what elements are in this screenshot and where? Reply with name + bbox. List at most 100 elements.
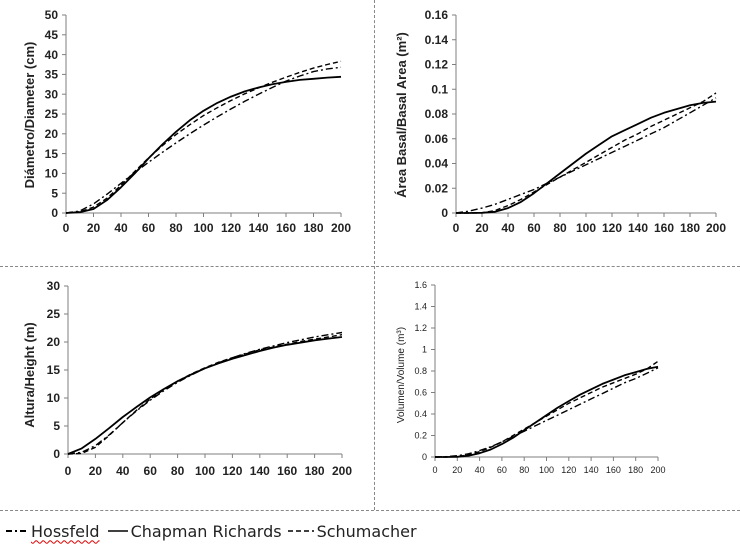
- series-line-hossfeld: [434, 367, 659, 458]
- legend-item-chapman-richards: Chapman Richards: [106, 522, 282, 541]
- series-line-schumacher: [435, 360, 659, 458]
- x-tick-label: 140: [628, 221, 648, 235]
- x-tick-label: 160: [606, 465, 621, 475]
- x-tick-label: 80: [519, 465, 529, 475]
- x-tick-label: 120: [221, 221, 241, 235]
- series-line-hossfeld: [67, 331, 343, 455]
- chart-legend: Hossfeld Chapman Richards Schumacher: [6, 520, 423, 542]
- series-line-hossfeld: [455, 97, 717, 214]
- y-tick-label: 5: [51, 186, 58, 200]
- y-tick-label: 1.6: [414, 280, 427, 290]
- x-tick-label: 200: [650, 465, 665, 475]
- x-tick-label: 140: [584, 465, 599, 475]
- legend-label-chapman-richards: Chapman Richards: [130, 521, 282, 541]
- y-tick-label: 0: [441, 206, 448, 220]
- x-tick-label: 200: [331, 221, 351, 235]
- series-line-hossfeld: [65, 66, 342, 214]
- y-tick-label: 5: [53, 419, 60, 433]
- x-tick-label: 160: [277, 464, 297, 478]
- legend-swatch-dash: [287, 530, 314, 532]
- y-tick-label: 0.6: [414, 388, 427, 398]
- series-line-chapman-richards: [67, 336, 343, 455]
- y-tick-label: 0.08: [425, 107, 449, 121]
- x-tick-label: 0: [453, 221, 460, 235]
- x-tick-label: 100: [195, 464, 215, 478]
- x-tick-label: 20: [475, 221, 489, 235]
- series-line-schumacher: [67, 334, 343, 455]
- y-tick-label: 50: [45, 8, 59, 22]
- y-tick-label: 0.12: [425, 58, 449, 72]
- legend-item-hossfeld: Hossfeld: [6, 522, 100, 541]
- series-line-chapman-richards: [456, 100, 717, 214]
- x-tick-label: 60: [142, 221, 156, 235]
- y-tick-label: 40: [45, 48, 59, 62]
- x-tick-label: 80: [171, 464, 185, 478]
- x-tick-label: 140: [250, 464, 270, 478]
- y-tick-label: 35: [45, 68, 59, 82]
- legend-label-schumacher: Schumacher: [316, 521, 417, 541]
- x-tick-label: 100: [193, 221, 213, 235]
- x-tick-label: 60: [527, 221, 541, 235]
- y-tick-label: 0: [51, 206, 58, 220]
- y-tick-label: 45: [45, 28, 59, 42]
- x-tick-label: 180: [628, 465, 643, 475]
- height-chart: 0 5 10 15 20 25 30 0 20 40 60 80 100 120 140 160 180 200 A…: [22, 279, 352, 478]
- y-tick-label: 10: [47, 391, 61, 405]
- y-tick-label: 0: [53, 447, 60, 461]
- x-tick-label: 20: [452, 465, 462, 475]
- y-tick-label: 10: [45, 167, 59, 181]
- x-tick-label: 120: [602, 221, 622, 235]
- x-tick-label: 0: [63, 221, 70, 235]
- y-tick-label: 0: [422, 452, 427, 462]
- x-tick-label: 80: [169, 221, 183, 235]
- x-tick-label: 100: [576, 221, 596, 235]
- x-tick-label: 160: [276, 221, 296, 235]
- x-tick-label: 0: [432, 465, 437, 475]
- x-tick-label: 180: [303, 221, 323, 235]
- y-tick-label: 25: [47, 307, 61, 321]
- y-tick-label: 20: [47, 335, 61, 349]
- y-tick-label: 0.16: [425, 8, 449, 22]
- x-tick-label: 120: [222, 464, 242, 478]
- x-tick-label: 0: [65, 464, 72, 478]
- y-axis-label: Volumen/Volume (m³): [396, 327, 407, 423]
- y-tick-label: 0.14: [425, 33, 449, 47]
- x-tick-label: 40: [501, 221, 515, 235]
- y-tick-label: 0.8: [414, 366, 427, 376]
- y-tick-label: 1.4: [414, 302, 427, 312]
- series-line-chapman-richards: [435, 365, 659, 458]
- series-line-schumacher: [65, 60, 342, 214]
- x-tick-label: 20: [87, 221, 101, 235]
- y-axis-label: Área Basal/Basal Area (m²): [394, 32, 409, 198]
- y-tick-label: 1: [422, 345, 427, 355]
- y-tick-label: 0.02: [425, 181, 449, 195]
- x-tick-label: 140: [248, 221, 268, 235]
- y-axis-label: Diámetro/Diameter (cm): [22, 42, 37, 189]
- y-tick-label: 25: [45, 107, 59, 121]
- y-tick-label: 0.2: [414, 431, 427, 441]
- x-tick-label: 80: [553, 221, 567, 235]
- x-tick-label: 40: [114, 221, 128, 235]
- x-tick-label: 60: [497, 465, 507, 475]
- legend-swatch-dash-dot: [6, 530, 28, 532]
- x-tick-label: 200: [706, 221, 726, 235]
- x-tick-label: 40: [116, 464, 130, 478]
- x-tick-label: 60: [144, 464, 158, 478]
- y-tick-label: 30: [47, 279, 61, 293]
- legend-label-hossfeld: Hossfeld: [31, 521, 100, 541]
- panel-divider-horizontal: [0, 266, 740, 267]
- volume-chart: 0 0.2 0.4 0.6 0.8 1 1.2 1.4 1.6 0 20 40 60 80 100 120 14…: [396, 280, 666, 475]
- y-axis-label: Altura/Height (m): [22, 322, 37, 427]
- x-tick-label: 180: [305, 464, 325, 478]
- x-tick-label: 180: [680, 221, 700, 235]
- legend-swatch-solid: [107, 530, 128, 532]
- diameter-chart: 0 5 10 15 20 25 30 35 40 45 50 0 20 40 60 80 100 120 140 16…: [22, 8, 351, 235]
- series-line-chapman-richards: [65, 75, 342, 214]
- y-tick-label: 15: [47, 363, 61, 377]
- y-tick-label: 0.4: [414, 409, 427, 419]
- x-tick-label: 40: [475, 465, 485, 475]
- basal-area-chart: 0 0.02 0.04 0.06 0.08 0.1 0.12 0.14 0.16 0 20 40 60 8…: [394, 8, 726, 235]
- y-tick-label: 1.2: [414, 323, 427, 333]
- x-tick-label: 100: [539, 465, 554, 475]
